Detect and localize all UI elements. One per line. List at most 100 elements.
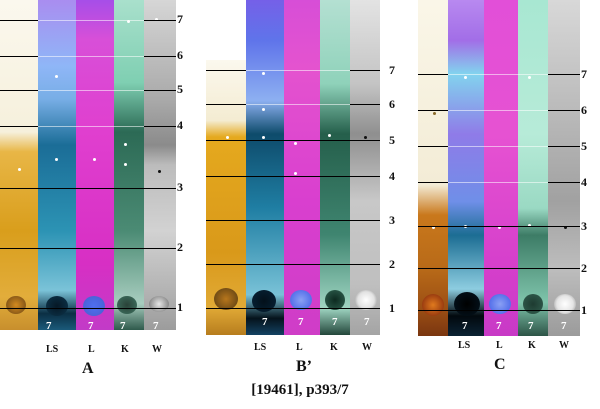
panel-label-c: C [494, 356, 506, 373]
grid-line [144, 20, 176, 21]
grid-line [448, 146, 548, 147]
grid-line [418, 226, 580, 227]
grid-line [206, 104, 246, 105]
rf-marker [432, 226, 435, 229]
rf-tick: 1 [177, 300, 183, 314]
rf-tick: 5 [581, 139, 587, 153]
rf-marker [124, 163, 127, 166]
lane-number: 7 [462, 320, 468, 332]
grid-line [38, 126, 144, 127]
lane-strip-magenta [484, 0, 518, 336]
origin-spot [290, 290, 312, 310]
rf-tick: 6 [389, 97, 395, 111]
origin-spot [83, 296, 105, 316]
origin-spot [454, 292, 480, 316]
lane-strip-blue [38, 0, 76, 330]
grid-line [418, 182, 448, 183]
rf-tick: 7 [581, 67, 587, 81]
grid-line [0, 20, 38, 21]
lane-label: LS [458, 340, 471, 351]
rf-marker [262, 108, 265, 111]
rf-tick: 2 [177, 240, 183, 254]
grid-line [448, 110, 548, 111]
rf-tick: 4 [389, 169, 395, 183]
grid-line [0, 56, 38, 57]
rf-marker [158, 170, 161, 173]
lane-strip-amber [418, 0, 448, 336]
panel-c: 7 6 5 4 3 2 1 7 7 7 7 LS L K W [418, 0, 600, 360]
lane-number: 7 [561, 320, 567, 332]
grid-line [246, 70, 350, 71]
panel-label-b: B’ [296, 358, 312, 375]
grid-line [38, 56, 144, 57]
grid-line [418, 268, 580, 269]
origin-spot [46, 296, 68, 316]
rf-marker [328, 134, 331, 137]
rf-tick: 3 [581, 219, 587, 233]
grid-line [206, 140, 380, 141]
lane-number: 7 [332, 316, 338, 328]
rf-marker [294, 172, 297, 175]
origin-spot [214, 288, 238, 310]
lane-number: 7 [298, 316, 304, 328]
lane-number: 7 [88, 320, 94, 332]
lane-label: L [88, 344, 95, 355]
rf-marker [262, 72, 265, 75]
rf-marker [226, 136, 229, 139]
origin-spot [325, 290, 345, 310]
origin-spot [149, 296, 169, 312]
lane-number: 7 [262, 316, 268, 328]
rf-tick: 6 [581, 103, 587, 117]
grid-line [144, 126, 176, 127]
lane-number: 7 [120, 320, 126, 332]
origin-spot [355, 290, 377, 310]
lane-strip-magenta [76, 0, 114, 330]
lane-strip-green [320, 0, 350, 335]
lane-strip-blue [448, 0, 484, 336]
grid-line [448, 74, 548, 75]
rf-marker [364, 136, 367, 139]
rf-tick: 6 [177, 48, 183, 62]
lane-label: L [496, 340, 503, 351]
rf-marker [464, 76, 467, 79]
origin-spot [523, 294, 543, 314]
rf-tick: 7 [389, 63, 395, 77]
lane-number: 7 [496, 320, 502, 332]
origin-spot [252, 290, 276, 312]
rf-marker [294, 142, 297, 145]
panel-b: 7 6 5 4 3 2 1 7 7 7 7 LS L K W [206, 0, 406, 360]
rf-marker [433, 112, 436, 115]
rf-marker [127, 20, 130, 23]
lane-strip-gray [548, 0, 580, 336]
lane-strip-blue [246, 0, 284, 335]
lane-strip-amber [0, 0, 38, 330]
grid-line [418, 110, 448, 111]
figure-caption: [19461], p393/7 [251, 382, 349, 398]
grid-line [0, 126, 38, 127]
rf-marker [18, 168, 21, 171]
lane-number: 7 [153, 320, 159, 332]
rf-marker [528, 76, 531, 79]
grid-line [548, 182, 580, 183]
rf-tick: 7 [177, 12, 183, 26]
lane-number: 7 [528, 320, 534, 332]
grid-line [0, 308, 176, 309]
rf-tick: 1 [581, 303, 587, 317]
grid-line [548, 146, 580, 147]
panel-a: 7 6 5 4 3 2 1 7 7 7 7 LS L K W [0, 0, 200, 360]
origin-spot [117, 296, 137, 314]
rf-tick: 4 [581, 175, 587, 189]
lane-label: K [330, 342, 338, 353]
rf-tick: 3 [389, 213, 395, 227]
rf-marker [124, 143, 127, 146]
lane-label: L [296, 342, 303, 353]
lane-label: LS [254, 342, 267, 353]
grid-line [418, 310, 580, 311]
rf-marker [498, 226, 501, 229]
rf-tick: 2 [581, 261, 587, 275]
panel-label-a: A [82, 360, 94, 377]
origin-spot [489, 294, 511, 314]
lane-label: LS [46, 344, 59, 355]
lane-number: 7 [364, 316, 370, 328]
lane-strip-green [518, 0, 548, 336]
